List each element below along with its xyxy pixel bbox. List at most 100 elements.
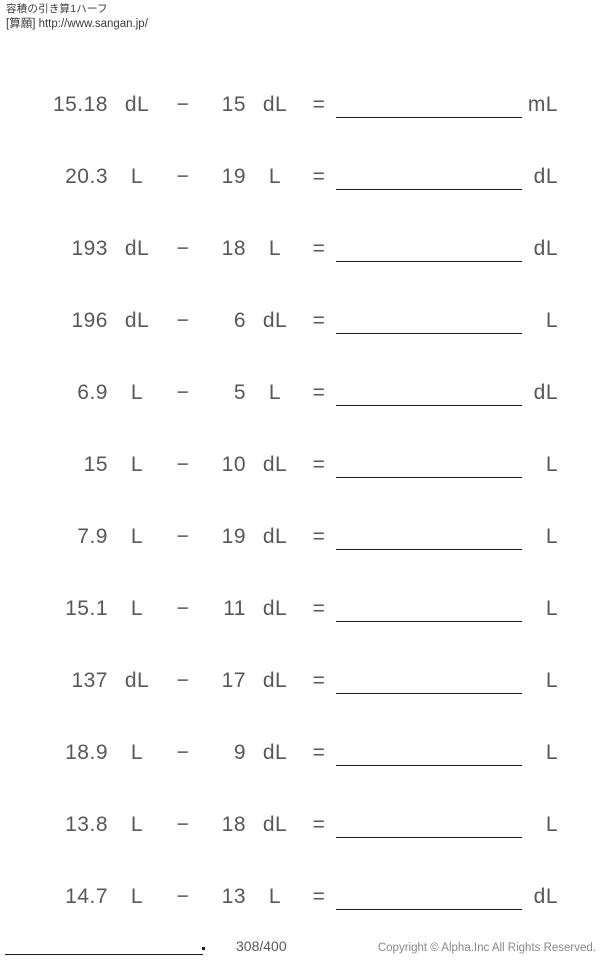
answer-input-blank[interactable] <box>336 165 522 190</box>
operand-b-value: 9 <box>233 741 246 764</box>
operand-b-value: 15 <box>221 93 246 116</box>
problem-row: 4196dL−6dL=L <box>0 292 600 364</box>
answer-input-blank[interactable] <box>336 741 522 766</box>
equals-sign: = <box>312 885 326 908</box>
operand-a-value: 20.3 <box>65 165 108 188</box>
answer-input-blank[interactable] <box>336 309 522 334</box>
worksheet-footer: 308/400 Copyright © Alpha.Inc All Rights… <box>0 934 600 962</box>
minus-operator: − <box>176 813 190 836</box>
answer-input-blank[interactable] <box>336 93 522 118</box>
result-unit: L <box>545 741 558 764</box>
equals-sign: = <box>312 525 326 548</box>
operand-a-value: 14.7 <box>65 885 108 908</box>
answer-input-blank[interactable] <box>336 885 522 910</box>
answer-input-blank[interactable] <box>336 597 522 622</box>
operand-b-value: 17 <box>221 669 246 692</box>
operand-b-unit: L <box>268 885 282 908</box>
equals-sign: = <box>312 165 326 188</box>
operand-a-unit: L <box>130 453 144 476</box>
answer-input-blank[interactable] <box>336 453 522 478</box>
copyright-notice: Copyright © Alpha.Inc All Rights Reserve… <box>377 942 596 954</box>
operand-b-value: 19 <box>221 525 246 548</box>
operand-b-unit: dL <box>262 741 288 764</box>
operand-a-value: 15.18 <box>52 93 108 116</box>
minus-operator: − <box>176 381 190 404</box>
equals-sign: = <box>312 93 326 116</box>
operand-a-value: 15 <box>83 453 108 476</box>
operand-b-unit: L <box>268 165 282 188</box>
operand-b-value: 19 <box>221 165 246 188</box>
minus-operator: − <box>176 453 190 476</box>
name-input-blank[interactable] <box>5 934 203 955</box>
operand-a-unit: L <box>130 885 144 908</box>
operand-a-unit: L <box>130 381 144 404</box>
result-unit: mL <box>527 93 558 116</box>
result-unit: L <box>545 813 558 836</box>
result-unit: dL <box>533 381 558 404</box>
operand-b-value: 5 <box>233 381 246 404</box>
answer-input-blank[interactable] <box>336 669 522 694</box>
minus-operator: − <box>176 309 190 332</box>
page-number: 308/400 <box>236 938 287 954</box>
operand-a-value: 7.9 <box>77 525 108 548</box>
name-blank-end-dot <box>202 947 205 950</box>
operand-a-unit: L <box>130 597 144 620</box>
result-unit: L <box>545 669 558 692</box>
equals-sign: = <box>312 309 326 332</box>
problem-list: 115.18dL−15dL=mL220.3L−19L=dL3193dL−18L=… <box>0 76 600 940</box>
minus-operator: − <box>176 597 190 620</box>
source-url-label: [算願] http://www.sangan.jp/ <box>6 18 148 30</box>
minus-operator: − <box>176 93 190 116</box>
worksheet-header: 容積の引き算1ハーフ [算願] http://www.sangan.jp/ <box>6 2 406 32</box>
result-unit: L <box>545 525 558 548</box>
operand-a-value: 196 <box>71 309 108 332</box>
operand-b-value: 10 <box>221 453 246 476</box>
equals-sign: = <box>312 813 326 836</box>
equals-sign: = <box>312 597 326 620</box>
operand-a-value: 193 <box>71 237 108 260</box>
operand-a-unit: dL <box>124 237 150 260</box>
operand-b-unit: dL <box>262 525 288 548</box>
operand-a-unit: dL <box>124 669 150 692</box>
operand-b-value: 11 <box>223 597 246 620</box>
result-unit: dL <box>533 237 558 260</box>
operand-a-value: 15.1 <box>65 597 108 620</box>
operand-b-unit: dL <box>262 597 288 620</box>
equals-sign: = <box>312 237 326 260</box>
operand-b-value: 6 <box>233 309 246 332</box>
answer-input-blank[interactable] <box>336 237 522 262</box>
problem-row: 1214.7L−13L=dL <box>0 868 600 940</box>
equals-sign: = <box>312 741 326 764</box>
operand-b-unit: dL <box>262 669 288 692</box>
operand-b-unit: dL <box>262 453 288 476</box>
operand-b-value: 18 <box>221 237 246 260</box>
equals-sign: = <box>312 381 326 404</box>
answer-input-blank[interactable] <box>336 381 522 406</box>
page-title: 容積の引き算1ハーフ <box>6 3 108 15</box>
problem-row: 3193dL−18L=dL <box>0 220 600 292</box>
operand-a-unit: L <box>130 741 144 764</box>
operand-b-value: 13 <box>221 885 246 908</box>
operand-a-unit: L <box>130 525 144 548</box>
operand-b-unit: dL <box>262 309 288 332</box>
operand-a-value: 13.8 <box>65 813 108 836</box>
operand-a-value: 18.9 <box>65 741 108 764</box>
operand-a-unit: dL <box>124 93 150 116</box>
operand-b-unit: dL <box>262 813 288 836</box>
answer-input-blank[interactable] <box>336 525 522 550</box>
minus-operator: − <box>176 165 190 188</box>
minus-operator: − <box>176 237 190 260</box>
operand-a-unit: dL <box>124 309 150 332</box>
problem-row: 56.9L−5L=dL <box>0 364 600 436</box>
equals-sign: = <box>312 669 326 692</box>
equals-sign: = <box>312 453 326 476</box>
operand-b-value: 18 <box>221 813 246 836</box>
result-unit: L <box>545 309 558 332</box>
answer-input-blank[interactable] <box>336 813 522 838</box>
